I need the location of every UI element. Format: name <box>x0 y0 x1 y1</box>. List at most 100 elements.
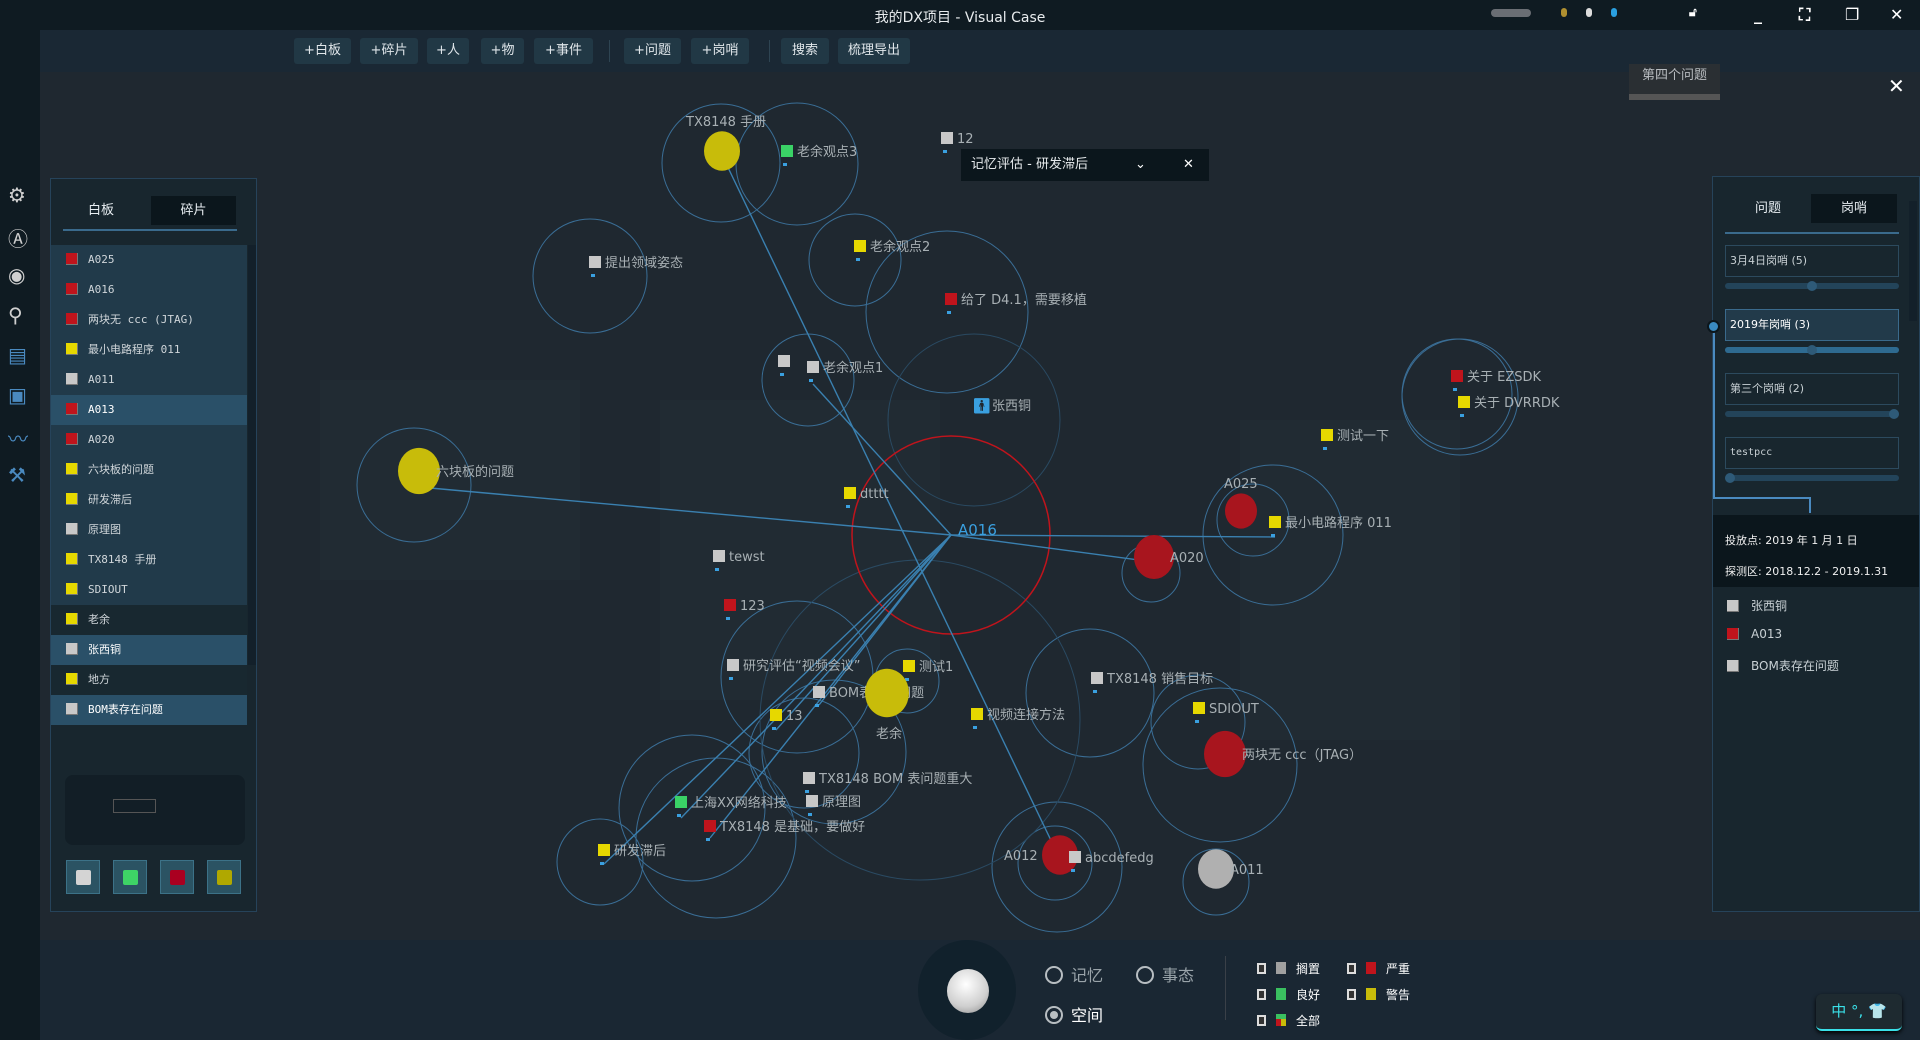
minimap-viewport[interactable] <box>113 799 156 813</box>
mode-radio[interactable]: 记忆 <box>1045 962 1103 986</box>
graph-node[interactable]: 测试一下 <box>1321 429 1389 450</box>
node-marker[interactable] <box>1458 396 1470 408</box>
graph-node[interactable] <box>778 355 790 376</box>
node-marker[interactable] <box>589 256 601 268</box>
legend-filter[interactable]: 搁置 <box>1257 960 1320 977</box>
node-marker[interactable] <box>727 659 739 671</box>
node-circle[interactable] <box>1225 493 1257 529</box>
view-knob[interactable] <box>947 969 989 1013</box>
node-marker[interactable] <box>806 795 818 807</box>
chart-icon[interactable]: 〰 <box>8 427 28 451</box>
node-marker[interactable] <box>813 686 825 698</box>
documents-icon[interactable]: ▤ <box>8 343 27 367</box>
node-marker[interactable] <box>1321 429 1333 441</box>
graph-node[interactable]: SDIOUT <box>1193 702 1259 723</box>
graph-node[interactable]: 🚹︎ 张西铜 <box>972 397 1031 415</box>
node-marker[interactable] <box>598 844 610 856</box>
tools-icon[interactable]: ⚒ <box>8 463 26 487</box>
node-circle[interactable] <box>1198 849 1234 889</box>
fullscreen-button[interactable]: ⛶ <box>1799 5 1811 24</box>
graph-node[interactable]: 老余观点2 <box>854 239 930 261</box>
color-filter-button[interactable] <box>113 860 147 894</box>
list-item[interactable]: 最小电路程序 011 <box>51 335 247 365</box>
graph-node[interactable]: 13 <box>770 709 803 730</box>
node-marker[interactable] <box>1269 516 1281 528</box>
graph-node[interactable]: 老余 <box>865 668 909 742</box>
node-marker[interactable] <box>903 660 915 672</box>
legend-filter[interactable]: 良好 <box>1257 986 1320 1003</box>
graph-node[interactable]: A025 <box>1224 477 1258 529</box>
account-icon[interactable]: Ⓐ <box>8 227 28 251</box>
tab-sentries[interactable]: 岗哨 <box>1811 194 1897 223</box>
list-item[interactable]: A025 <box>51 245 247 275</box>
chip-icon[interactable]: ▣ <box>8 383 27 407</box>
checkbox[interactable] <box>1257 989 1266 1000</box>
dot-white-icon[interactable] <box>1586 8 1592 17</box>
linked-item[interactable]: 张西铜 <box>1727 597 1787 614</box>
slider-thumb[interactable] <box>1807 281 1817 291</box>
add-whiteboard-button[interactable]: +白板 <box>294 38 351 64</box>
add-sentry-button[interactable]: +岗哨 <box>691 38 749 64</box>
sentry-slider[interactable] <box>1725 281 1899 291</box>
checkbox[interactable] <box>1257 1015 1266 1026</box>
add-fragment-button[interactable]: +碎片 <box>360 38 418 64</box>
legend-filter[interactable]: 严重 <box>1347 960 1410 977</box>
tab-whiteboard[interactable]: 白板 <box>87 203 114 218</box>
graph-node[interactable]: 老余观点3 <box>781 144 857 166</box>
node-marker[interactable] <box>844 487 856 499</box>
list-item[interactable]: TX8148 手册 <box>51 545 247 575</box>
list-item[interactable]: 六块板的问题 <box>51 455 247 485</box>
minimap[interactable] <box>65 775 245 845</box>
list-item[interactable]: A013 <box>51 395 247 425</box>
color-filter-button[interactable] <box>66 860 100 894</box>
node-marker[interactable] <box>778 355 790 367</box>
tab-questions[interactable]: 问题 <box>1754 201 1781 216</box>
node-marker[interactable] <box>1451 370 1463 382</box>
person-icon[interactable]: 🚹︎ <box>972 397 991 415</box>
node-circle[interactable] <box>865 668 909 718</box>
node-marker[interactable] <box>854 240 866 252</box>
graph-node[interactable]: tewst <box>713 550 765 571</box>
ime-indicator[interactable]: 中 °, 👕 <box>1816 994 1902 1031</box>
chevron-down-icon[interactable]: ⌄ <box>1135 157 1146 172</box>
graph-node[interactable]: A020 <box>1134 535 1204 579</box>
graph-node[interactable]: TX8148 BOM 表问题重大 <box>803 771 972 793</box>
graph-node[interactable]: 关于 EZSDK <box>1451 370 1542 391</box>
lock-icon[interactable]: 🔓︎ <box>1689 5 1697 19</box>
slider-thumb[interactable] <box>1807 345 1817 355</box>
graph-node[interactable]: 老余观点1 <box>807 360 883 382</box>
graph-node[interactable]: 研究评估“视频会议” <box>727 659 860 680</box>
graph-node[interactable]: 12 <box>941 132 974 153</box>
add-person-button[interactable]: +人 <box>427 38 469 64</box>
graph-node[interactable]: 原理图 <box>806 795 861 816</box>
sentry-item[interactable]: testpcc <box>1725 437 1899 469</box>
list-item[interactable]: BOM表存在问题 <box>51 695 247 725</box>
gear-icon[interactable]: ⚙ <box>8 183 26 207</box>
dot-gold-icon[interactable] <box>1561 8 1567 17</box>
graph-node[interactable]: TX8148 手册 <box>685 115 766 171</box>
node-marker[interactable] <box>941 132 953 144</box>
node-circle[interactable] <box>1042 835 1078 875</box>
node-marker[interactable] <box>770 709 782 721</box>
checkbox[interactable] <box>1347 989 1356 1000</box>
graph-node[interactable]: 两块无 ccc（JTAG） <box>1204 730 1362 778</box>
list-item[interactable]: 原理图 <box>51 515 247 545</box>
node-circle[interactable] <box>1134 535 1174 579</box>
sentry-item[interactable]: 第三个岗哨 (2) <box>1725 373 1899 405</box>
close-icon[interactable]: ✕ <box>1183 157 1194 172</box>
graph-node[interactable]: TX8148 销售目标 <box>1091 671 1213 693</box>
graph-node[interactable]: 测试1 <box>903 660 953 681</box>
scrollbar[interactable] <box>248 245 256 665</box>
graph-node[interactable]: dtttt <box>844 487 889 508</box>
list-item[interactable]: A011 <box>51 365 247 395</box>
search-icon[interactable]: ⚲ <box>8 303 23 327</box>
close-window-button[interactable]: ✕ <box>1890 5 1904 24</box>
graph-node[interactable]: A011 <box>1198 849 1264 889</box>
legend-filter[interactable]: 全部 <box>1257 1012 1320 1029</box>
sentry-slider[interactable] <box>1725 473 1899 483</box>
node-marker[interactable] <box>1091 672 1103 684</box>
slider-thumb[interactable] <box>1725 473 1735 483</box>
add-question-button[interactable]: +问题 <box>624 38 681 64</box>
graph-node[interactable]: 提出领域姿态 <box>589 255 683 277</box>
node-marker[interactable] <box>803 772 815 784</box>
